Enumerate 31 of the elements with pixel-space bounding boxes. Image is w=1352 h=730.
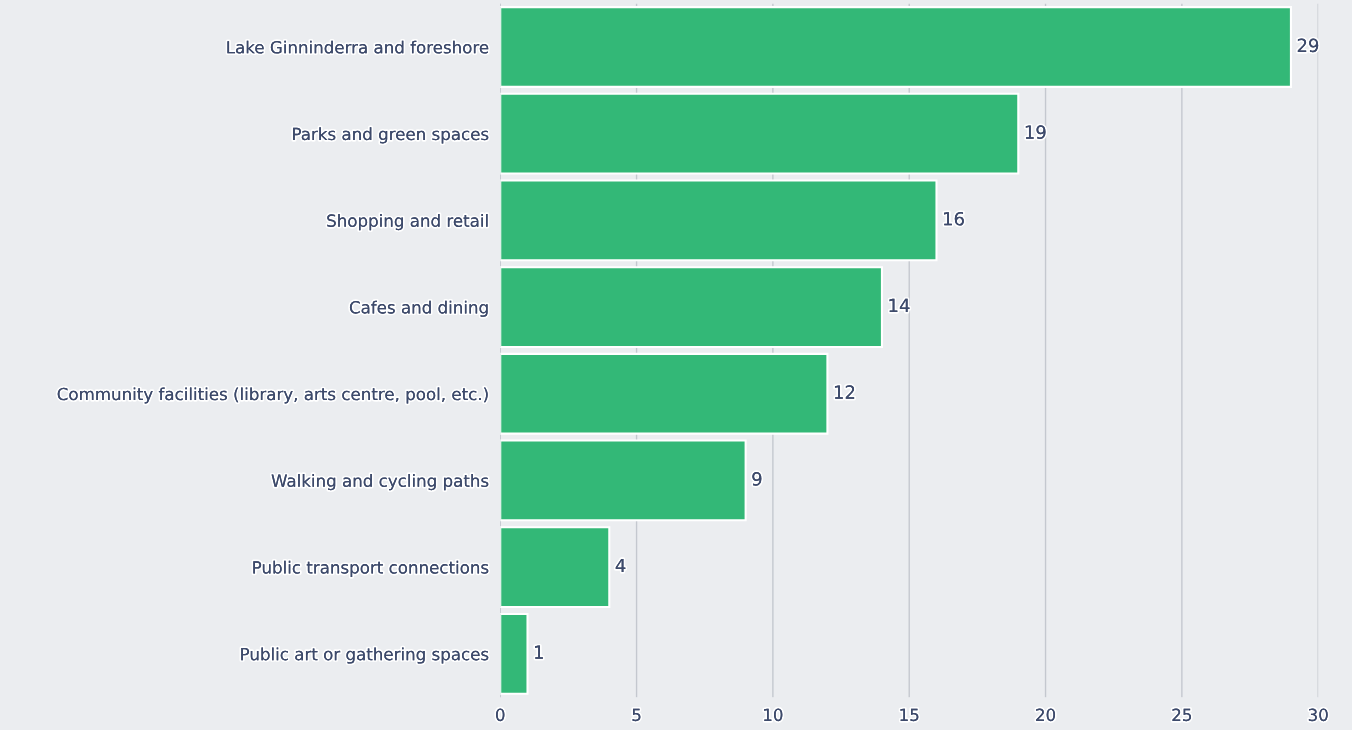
x-tick-label: 25: [1172, 708, 1192, 722]
bar: [500, 526, 611, 609]
data-label: 1: [535, 645, 543, 659]
data-label: 4: [615, 558, 626, 573]
data-label: 9: [752, 472, 762, 486]
y-tick-label: Public transport connections: [253, 560, 489, 577]
y-tick-label: Shopping and retail: [327, 214, 488, 231]
x-tick-label: 5: [632, 708, 641, 722]
y-tick-label: Lake Ginninderra and foreshore: [227, 40, 489, 54]
x-tick-label: 20: [1036, 708, 1056, 722]
data-label: 16: [944, 211, 964, 226]
y-tick-label: Walking and cycling paths: [271, 474, 489, 491]
data-label: 12: [834, 385, 855, 399]
y-tick-label: Community facilities (library, arts centre, pool, etc.): [57, 387, 488, 404]
x-tick-label: 0: [496, 708, 505, 722]
y-tick-label: Cafes and dining: [349, 300, 488, 317]
data-label: 14: [889, 298, 910, 313]
data-label: 29: [1297, 38, 1319, 53]
bar: [500, 266, 883, 348]
bar: [500, 612, 529, 695]
x-tick-label: 10: [764, 708, 783, 722]
bar: [500, 439, 747, 522]
x-tick-label: 30: [1308, 708, 1328, 722]
y-tick-label: Public art or gathering spaces: [241, 647, 489, 664]
bar: [500, 179, 938, 262]
data-label: 19: [1025, 125, 1046, 139]
bar: [500, 6, 1292, 88]
bar: [500, 92, 1020, 175]
y-tick-label: Parks and green spaces: [293, 127, 489, 144]
bar: [500, 352, 829, 435]
x-tick-label: 15: [900, 708, 919, 722]
